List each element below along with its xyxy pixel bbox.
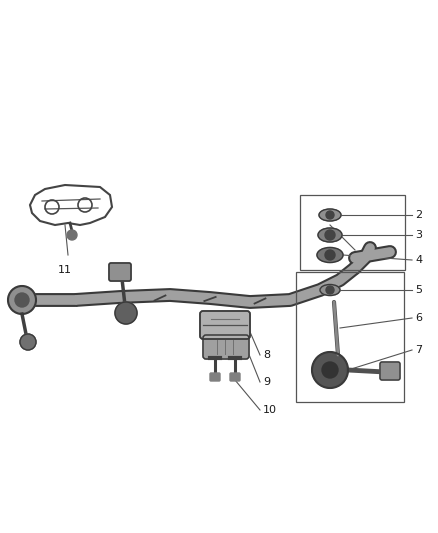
- Text: 2: 2: [415, 210, 422, 220]
- Ellipse shape: [318, 228, 342, 242]
- Text: 4: 4: [415, 255, 422, 265]
- Text: 10: 10: [263, 405, 277, 415]
- Text: 8: 8: [263, 350, 270, 360]
- Bar: [300, 195, 405, 270]
- Circle shape: [67, 230, 77, 240]
- FancyBboxPatch shape: [109, 263, 131, 281]
- Circle shape: [15, 293, 29, 307]
- Ellipse shape: [320, 285, 340, 295]
- Text: 5: 5: [415, 285, 422, 295]
- Circle shape: [326, 211, 334, 219]
- Circle shape: [115, 302, 137, 324]
- FancyBboxPatch shape: [210, 373, 220, 381]
- Text: 1: 1: [321, 210, 328, 220]
- Text: 11: 11: [58, 265, 72, 275]
- Circle shape: [325, 250, 335, 260]
- Circle shape: [20, 334, 36, 350]
- FancyBboxPatch shape: [200, 311, 250, 339]
- Text: 7: 7: [415, 345, 422, 355]
- Ellipse shape: [319, 209, 341, 221]
- Circle shape: [8, 286, 36, 314]
- Bar: [296, 272, 404, 402]
- Circle shape: [325, 230, 335, 240]
- FancyBboxPatch shape: [203, 335, 249, 359]
- Text: 9: 9: [263, 377, 270, 387]
- Text: 6: 6: [415, 313, 422, 323]
- FancyBboxPatch shape: [380, 362, 400, 380]
- Circle shape: [322, 362, 338, 378]
- FancyBboxPatch shape: [230, 373, 240, 381]
- Circle shape: [326, 286, 334, 294]
- Circle shape: [312, 352, 348, 388]
- Text: 3: 3: [415, 230, 422, 240]
- Ellipse shape: [317, 247, 343, 262]
